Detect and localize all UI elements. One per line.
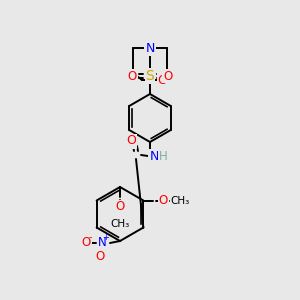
Text: +: + <box>103 233 110 242</box>
Text: CH₃: CH₃ <box>110 219 130 229</box>
Text: O: O <box>159 194 168 207</box>
Text: H: H <box>159 149 167 163</box>
Text: N: N <box>145 41 155 55</box>
Text: O: O <box>128 70 136 83</box>
Text: O: O <box>95 250 105 263</box>
Text: N: N <box>98 236 106 250</box>
Text: O: O <box>158 74 167 86</box>
Text: S: S <box>146 69 154 83</box>
Text: -: - <box>88 232 92 242</box>
Text: O: O <box>126 134 136 148</box>
Text: O: O <box>81 236 91 250</box>
Text: O: O <box>164 70 172 83</box>
Text: CH₃: CH₃ <box>171 196 190 206</box>
Text: O: O <box>116 200 124 214</box>
Text: N: N <box>149 149 159 163</box>
